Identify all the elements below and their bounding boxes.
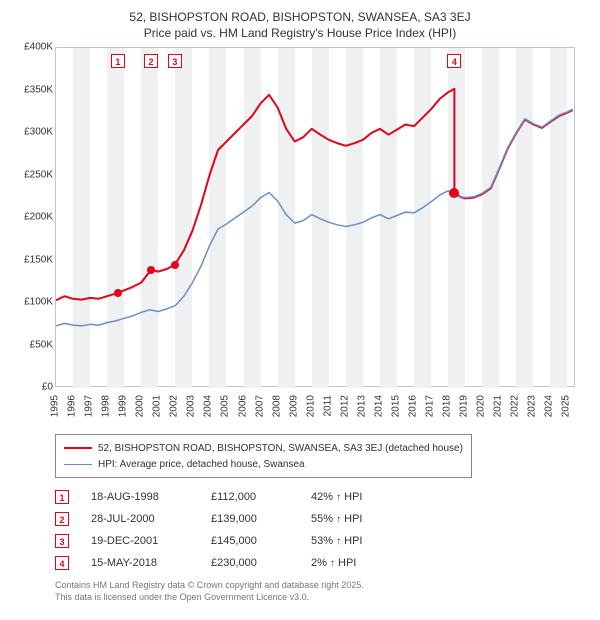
- y-tick-label: £50K: [17, 339, 53, 350]
- x-tick-label: 2018: [442, 395, 453, 417]
- sale-row-date: 15-MAY-2018: [91, 557, 211, 569]
- footer-line-1: Contains HM Land Registry data © Crown c…: [55, 580, 364, 592]
- x-tick-label: 2002: [169, 395, 180, 417]
- x-tick-label: 2003: [186, 395, 197, 417]
- x-tick-label: 1999: [118, 395, 129, 417]
- legend-label-property: 52, BISHOPSTON ROAD, BISHOPSTON, SWANSEA…: [98, 443, 463, 454]
- footer: Contains HM Land Registry data © Crown c…: [55, 580, 364, 603]
- sale-row-date: 19-DEC-2001: [91, 535, 211, 547]
- x-tick-label: 2009: [288, 395, 299, 417]
- x-tick-label: 2017: [425, 395, 436, 417]
- sale-row-flag: 1: [55, 490, 69, 504]
- footer-line-2: This data is licensed under the Open Gov…: [55, 592, 364, 604]
- x-tick-label: 2008: [271, 395, 282, 417]
- series-hpi: [56, 109, 573, 326]
- sale-row: 1 18-AUG-1998£112,00042% ↑ HPI: [55, 486, 391, 508]
- x-tick-label: 2014: [373, 395, 384, 417]
- x-tick-label: 2011: [322, 395, 333, 417]
- y-tick-label: £400K: [17, 42, 53, 53]
- sale-row-price: £139,000: [211, 513, 311, 525]
- legend-swatch-property: [64, 447, 92, 449]
- x-tick-label: 1997: [84, 395, 95, 417]
- sale-row-pct: 55% ↑ HPI: [311, 513, 391, 525]
- y-tick-label: £100K: [17, 297, 53, 308]
- flag-marker-4: 4: [447, 54, 461, 68]
- x-tick-label: 2016: [408, 395, 419, 417]
- legend-label-hpi: HPI: Average price, detached house, Swan…: [98, 459, 305, 470]
- sale-row: 2 28-JUL-2000£139,00055% ↑ HPI: [55, 508, 391, 530]
- y-tick-label: £150K: [17, 254, 53, 265]
- flag-marker-1: 1: [111, 54, 125, 68]
- y-tick-label: £250K: [17, 169, 53, 180]
- sale-row-price: £230,000: [211, 557, 311, 569]
- legend: 52, BISHOPSTON ROAD, BISHOPSTON, SWANSEA…: [55, 434, 472, 478]
- title-block: 52, BISHOPSTON ROAD, BISHOPSTON, SWANSEA…: [0, 0, 600, 41]
- x-tick-label: 2006: [237, 395, 248, 417]
- chart-area: 1 23 4 £0 £50K £100K £150K £200K £250K £300K £350…: [15, 47, 585, 427]
- x-tick-label: 2010: [305, 395, 316, 417]
- legend-swatch-hpi: [64, 464, 92, 465]
- x-tick-label: 2015: [390, 395, 401, 417]
- x-tick-label: 2022: [510, 395, 521, 417]
- sale-row-price: £145,000: [211, 535, 311, 547]
- title-line-2: Price paid vs. HM Land Registry's House …: [0, 26, 600, 42]
- x-tick-label: 2025: [561, 395, 572, 417]
- legend-item-hpi: HPI: Average price, detached house, Swan…: [64, 456, 463, 472]
- y-tick-label: £200K: [17, 212, 53, 223]
- sale-row-flag: 3: [55, 534, 69, 548]
- y-tick-label: £350K: [17, 84, 53, 95]
- x-tick-label: 1996: [67, 395, 78, 417]
- y-tick-label: £0: [17, 382, 53, 393]
- flag-marker-3: 3: [168, 54, 182, 68]
- sale-dot: [171, 261, 179, 269]
- x-tick-label: 2000: [135, 395, 146, 417]
- title-line-1: 52, BISHOPSTON ROAD, BISHOPSTON, SWANSEA…: [0, 10, 600, 26]
- x-tick-label: 1998: [101, 395, 112, 417]
- x-tick-label: 2004: [203, 395, 214, 417]
- x-tick-label: 2013: [356, 395, 367, 417]
- x-tick-label: 2019: [459, 395, 470, 417]
- sale-row-flag: 4: [55, 556, 69, 570]
- sale-row: 3 19-DEC-2001£145,00053% ↑ HPI: [55, 530, 391, 552]
- x-tick-label: 2023: [527, 395, 538, 417]
- sale-row-date: 28-JUL-2000: [91, 513, 211, 525]
- x-tick-label: 2001: [152, 395, 163, 417]
- x-tick-label: 2024: [544, 395, 555, 417]
- sale-row-flag: 2: [55, 512, 69, 526]
- plot-area: 1 23 4: [55, 47, 575, 387]
- sale-row-pct: 42% ↑ HPI: [311, 491, 391, 503]
- x-tick-label: 2007: [254, 395, 265, 417]
- y-tick-label: £300K: [17, 127, 53, 138]
- sale-row-pct: 2% ↑ HPI: [311, 557, 391, 569]
- flag-marker-2: 2: [144, 54, 158, 68]
- sale-dot: [449, 188, 459, 198]
- sale-row-date: 18-AUG-1998: [91, 491, 211, 503]
- x-tick-label: 2020: [476, 395, 487, 417]
- x-tick-label: 2012: [339, 395, 350, 417]
- sale-row: 4 15-MAY-2018£230,0002% ↑ HPI: [55, 552, 391, 574]
- sale-dot: [147, 266, 155, 274]
- x-tick-label: 2021: [493, 395, 504, 417]
- series-svg: [56, 48, 576, 388]
- sale-dot: [114, 289, 122, 297]
- sales-table: 118-AUG-1998£112,00042% ↑ HPI228-JUL-200…: [55, 486, 391, 574]
- x-tick-label: 1995: [50, 395, 61, 417]
- series-property: [56, 89, 573, 301]
- figure-container: 52, BISHOPSTON ROAD, BISHOPSTON, SWANSEA…: [0, 0, 600, 620]
- x-tick-label: 2005: [220, 395, 231, 417]
- sale-row-price: £112,000: [211, 491, 311, 503]
- sale-row-pct: 53% ↑ HPI: [311, 535, 391, 547]
- legend-item-property: 52, BISHOPSTON ROAD, BISHOPSTON, SWANSEA…: [64, 440, 463, 456]
